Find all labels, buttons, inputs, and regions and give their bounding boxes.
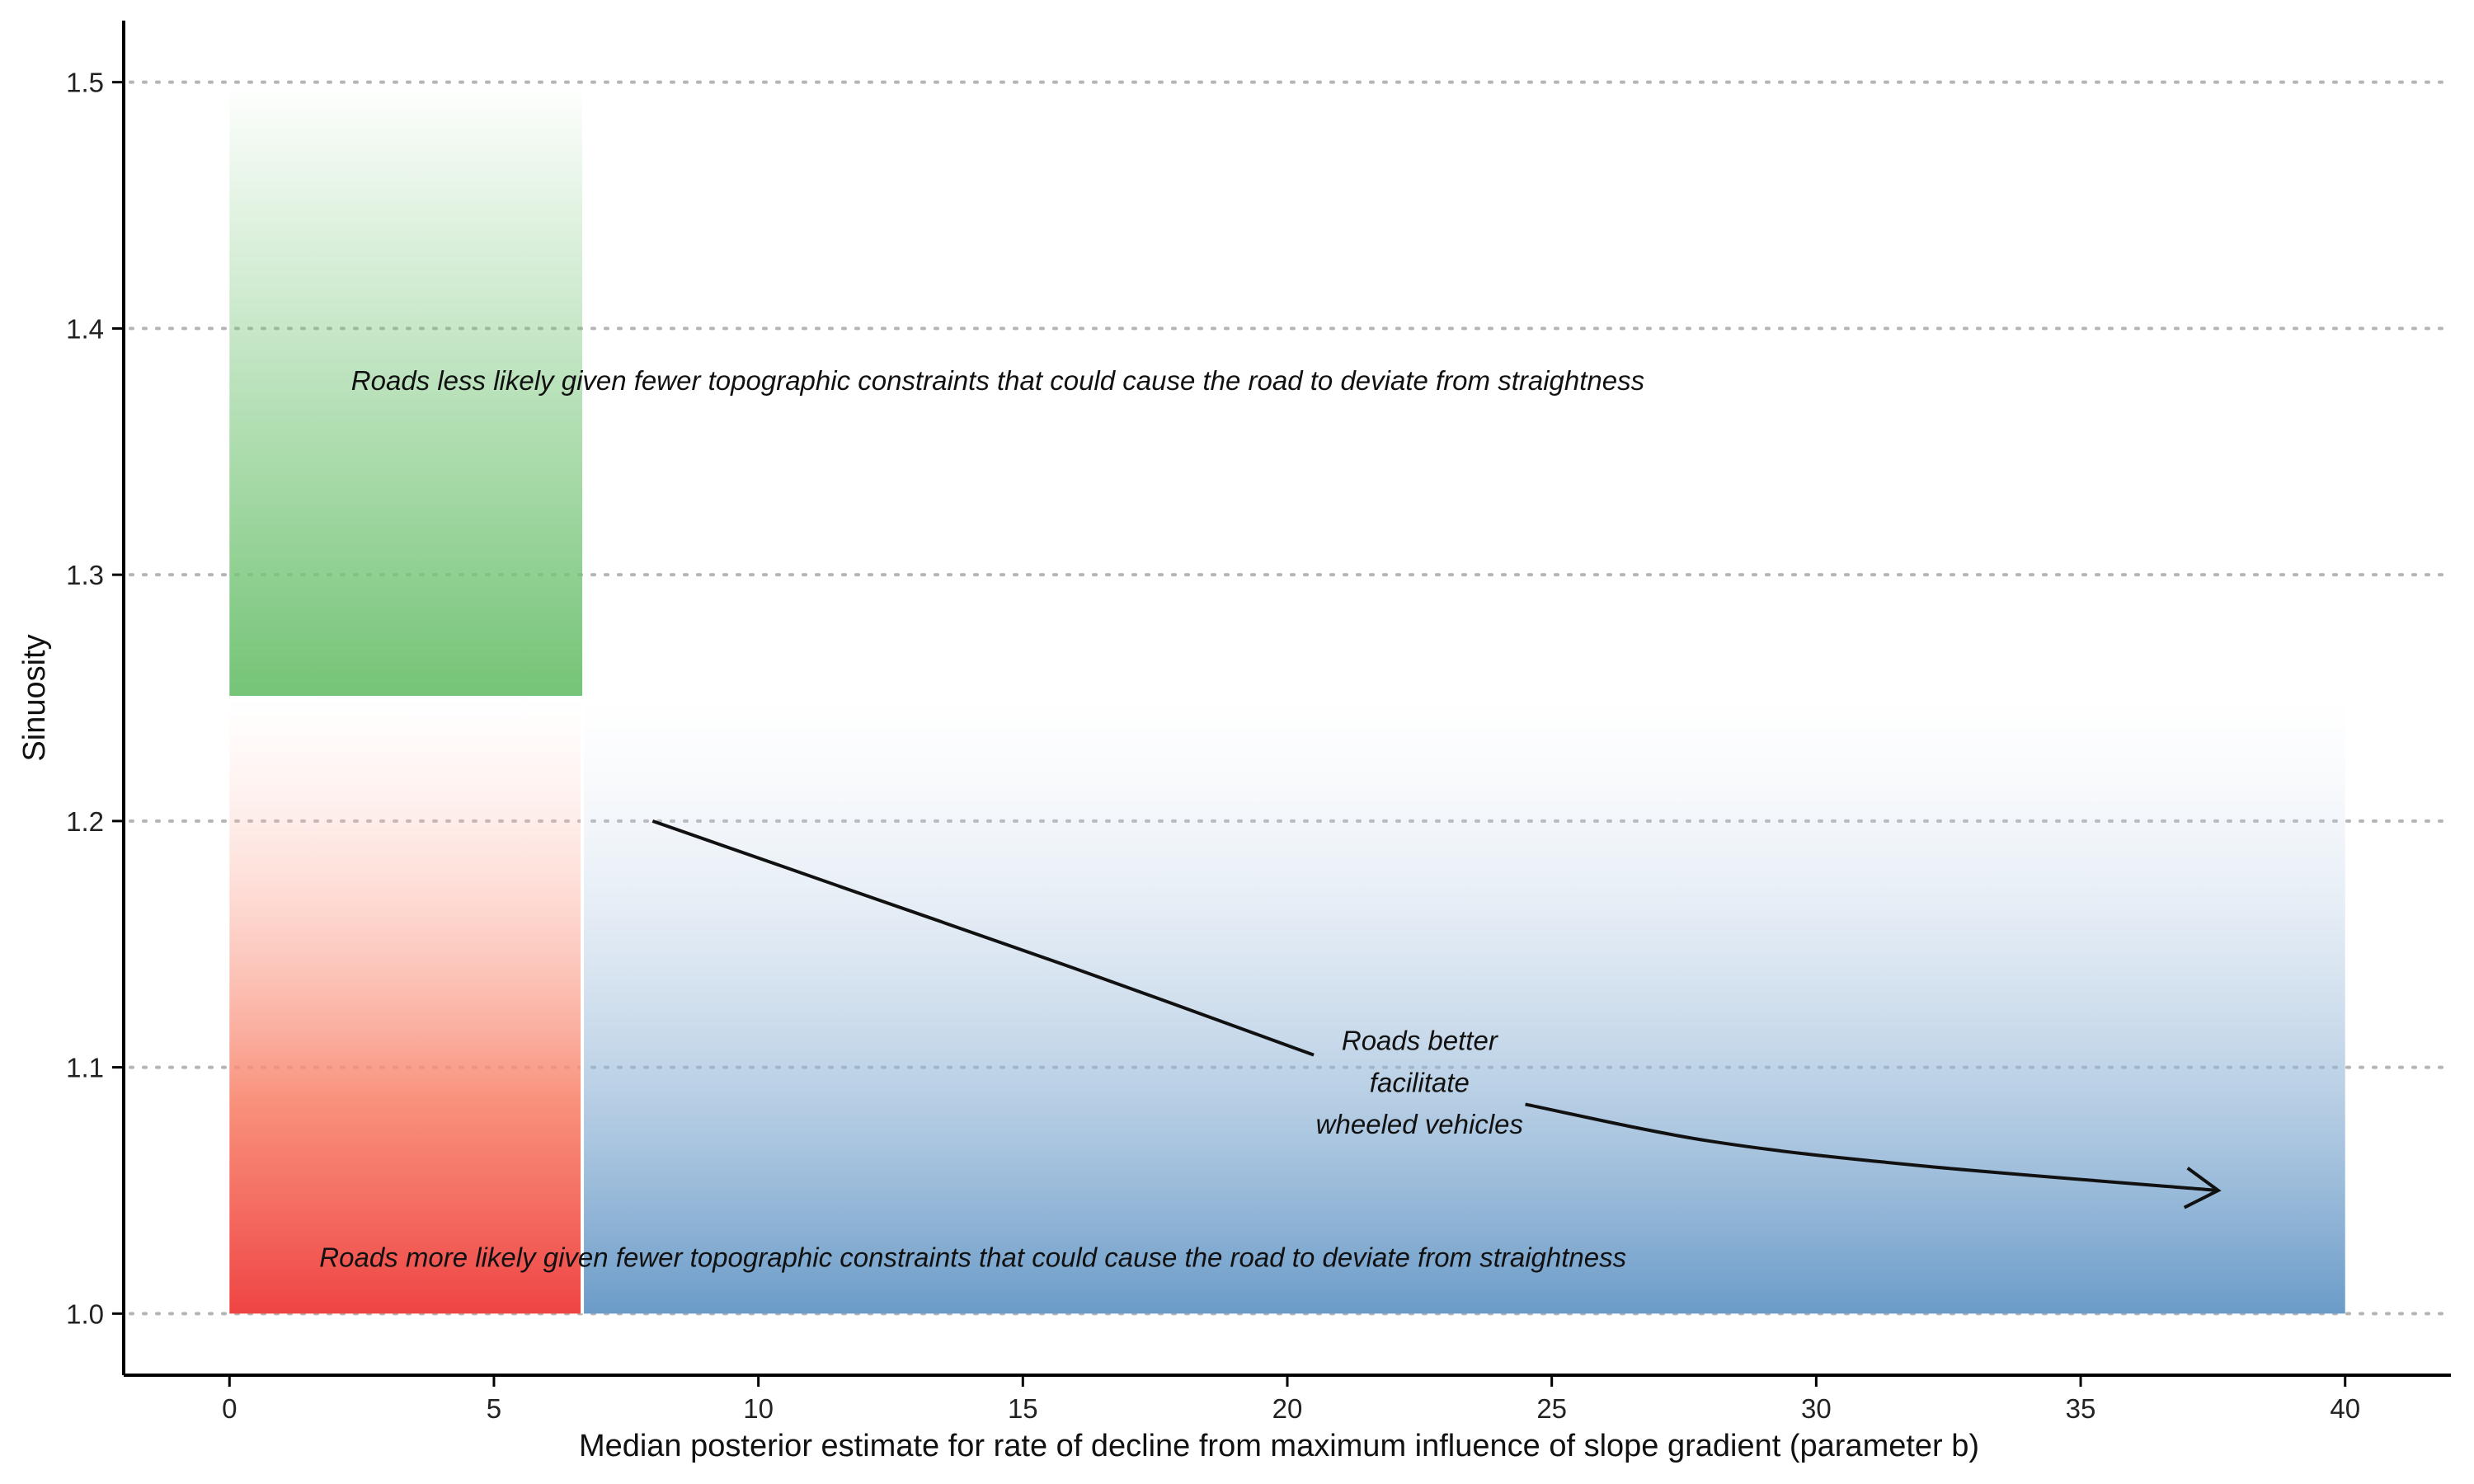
annotation-mid-line-2: facilitate [1370,1067,1470,1097]
y-tick-label-1-5: 1.5 [66,68,104,98]
y-tick-label-1: 1.0 [66,1298,104,1329]
axes: 0 5 10 15 20 25 30 35 40 1.0 1.1 1.2 1.3 1.4 1.5 Median… [17,21,2451,1463]
x-tick-label-30: 30 [1801,1393,1832,1424]
x-tick-label-40: 40 [2330,1393,2360,1424]
annotation-mid-line-3: wheeled vehicles [1316,1109,1523,1139]
x-tick-label-5: 5 [487,1393,501,1424]
region-red [229,697,583,1314]
trend-curve [651,819,2222,1209]
trend-curve-lower [1525,1102,2218,1192]
y-tick-label-1-3: 1.3 [66,560,104,590]
y-tick-label-1-2: 1.2 [66,806,104,837]
region-green [229,82,583,698]
x-tick-label-15: 15 [1008,1393,1038,1424]
x-tick-label-25: 25 [1536,1393,1567,1424]
annotations: Roads less likely given fewer topographi… [319,365,1644,1272]
x-tick-label-10: 10 [743,1393,774,1424]
shaded-regions [229,82,2345,1314]
trend-curve-upper [651,819,1315,1057]
x-axis-title: Median posterior estimate for rate of de… [579,1429,1979,1463]
arrow-head [2183,1167,2222,1209]
y-axis-title: Sinuosity [17,634,52,761]
region-blue [582,697,2345,1314]
y-tick-label-1-4: 1.4 [66,313,104,344]
y-tick-label-1-1: 1.1 [66,1053,104,1083]
x-tick-label-20: 20 [1272,1393,1303,1424]
annotation-bottom: Roads more likely given fewer topographi… [319,1242,1626,1273]
x-tick-label-35: 35 [2066,1393,2096,1424]
annotation-top: Roads less likely given fewer topographi… [351,365,1644,396]
annotation-mid-line-1: Roads better [1342,1026,1499,1056]
x-tick-label-0: 0 [222,1393,237,1424]
